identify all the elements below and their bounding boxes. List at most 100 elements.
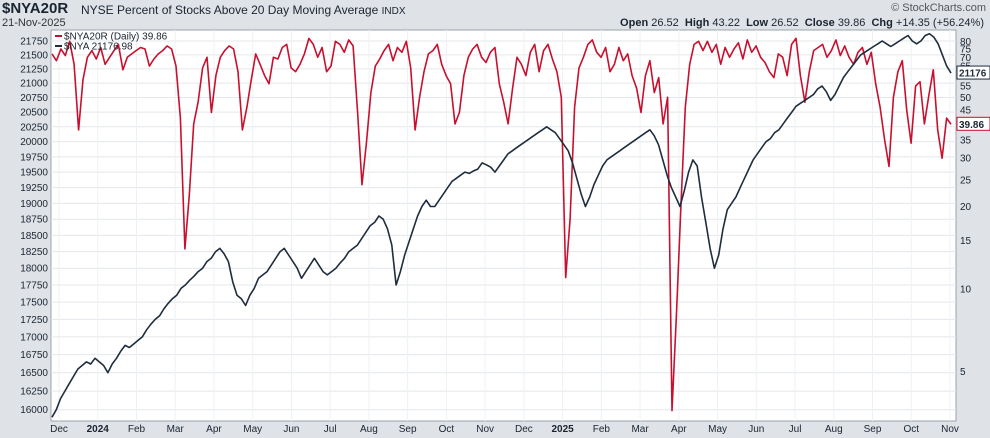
series-lines [51, 32, 952, 418]
left-tick-label: 19250 [20, 183, 48, 194]
right-tick-label: 10 [960, 284, 972, 295]
left-tick-label: 16000 [20, 405, 48, 416]
left-tick-label: 16750 [20, 350, 48, 361]
left-tick-label: 20500 [20, 108, 48, 119]
left-tick-label: 21000 [20, 79, 48, 90]
left-tick-label: 21500 [20, 50, 48, 61]
right-tick-label: 5 [960, 367, 966, 378]
low-label: Low [746, 17, 769, 29]
right-tick-label: 30 [960, 154, 972, 165]
left-tick-label: 18500 [20, 231, 48, 242]
x-tick-label: 2025 [551, 424, 574, 435]
open-value: 26.52 [651, 17, 679, 29]
left-tick-label: 16500 [20, 368, 48, 379]
x-tick-label: Sep [399, 424, 417, 435]
right-tick-label: 75 [960, 45, 972, 56]
left-tick-label: 19500 [20, 168, 48, 179]
x-tick-label: Oct [903, 424, 919, 435]
low-value: 26.52 [771, 17, 799, 29]
x-tick-label: Mar [167, 424, 185, 435]
right-tick-label: 20 [960, 202, 972, 213]
left-tick-label: 17000 [20, 332, 48, 343]
last-value-tags: 21176 39.86 [956, 65, 990, 131]
chg-value: +14.35 (+56.24%) [895, 17, 984, 29]
chart-header: $NYA20R NYSE Percent of Stocks Above 20 … [0, 0, 990, 30]
x-tick-label: Dec [515, 424, 533, 435]
x-tick-label: Jun [283, 424, 299, 435]
right-tick-label: 55 [960, 81, 972, 92]
x-tick-label: Mar [631, 424, 649, 435]
x-tick-label: Sep [864, 424, 882, 435]
ohlc-readout: Open 26.52 High 43.22 Low 26.52 Close 39… [620, 17, 984, 29]
right-tick-label: 50 [960, 93, 972, 104]
high-value: 43.22 [712, 17, 740, 29]
series-line-nya20r [51, 37, 952, 412]
left-tick-label: 20250 [20, 122, 48, 133]
legend-nya-value: 21176.98 [92, 42, 133, 53]
right-axis: 5101520253035404550556065707580 [960, 37, 972, 378]
legend-nya20r-name: $NYA20R (Daily) [64, 32, 139, 43]
legend-nya20r-value: 39.86 [142, 32, 167, 43]
left-tick-label: 16250 [20, 387, 48, 398]
grid-lines [51, 30, 956, 421]
high-label: High [684, 17, 710, 29]
right-tick-label: 80 [960, 37, 972, 48]
last-value-tag-nya20r [956, 116, 990, 131]
description-text: NYSE Percent of Stocks Above 20 Day Movi… [81, 3, 379, 17]
x-tick-label: Dec [50, 424, 68, 435]
x-tick-label: Aug [825, 424, 843, 435]
last-value-nya: 21176 [959, 69, 987, 80]
x-tick-label: Jul [789, 424, 802, 435]
x-tick-label: Jun [748, 424, 764, 435]
exchange-label: INDX [381, 6, 406, 17]
left-tick-label: 20000 [20, 137, 48, 148]
right-tick-label: 70 [960, 53, 972, 64]
left-tick-label: 19000 [20, 199, 48, 210]
x-tick-label: 2024 [87, 424, 110, 435]
close-value: 39.86 [837, 17, 866, 29]
right-tick-label: 25 [960, 175, 972, 186]
left-tick-label: 17750 [20, 281, 48, 292]
x-tick-label: Apr [206, 424, 222, 435]
right-tick-label: 35 [960, 135, 972, 146]
brand-logo: © StockCharts.com [891, 2, 986, 14]
x-tick-label: Nov [476, 424, 494, 435]
left-tick-label: 21750 [20, 36, 48, 47]
legend-nya20r-label: $NYA20R (Daily) 39.86 [64, 32, 168, 43]
left-tick-label: 18250 [20, 247, 48, 258]
x-tick-label: May [243, 424, 262, 435]
close-label: Close [804, 17, 835, 29]
x-tick-label: Feb [128, 424, 146, 435]
x-axis: Dec 2024 Feb Mar Apr May Jun Jul Aug Sep Oct Nov Dec… [50, 424, 959, 435]
left-tick-label: 17250 [20, 315, 48, 326]
series-line-nya [51, 32, 952, 418]
chart-date: 21-Nov-2025 [2, 17, 66, 29]
open-label: Open [620, 17, 649, 29]
legend-nya-label: $NYA 21176.98 [64, 42, 133, 53]
last-value-tag-nya [956, 65, 990, 80]
left-tick-label: 18000 [20, 264, 48, 275]
legend-nya-name: $NYA [64, 42, 90, 53]
symbol-description: NYSE Percent of Stocks Above 20 Day Movi… [81, 3, 406, 17]
legend: $NYA20R (Daily) 39.86 $NYA 21176.98 [55, 32, 168, 53]
left-tick-label: 21250 [20, 64, 48, 75]
left-tick-label: 17500 [20, 298, 48, 309]
x-tick-label: Apr [671, 424, 687, 435]
x-tick-label: May [708, 424, 727, 435]
x-tick-label: Jul [324, 424, 337, 435]
last-value-nya20r: 39.86 [959, 120, 984, 131]
right-tick-label: 15 [960, 236, 972, 247]
x-tick-label: Feb [593, 424, 611, 435]
chg-label: Chg [871, 17, 893, 29]
left-tick-label: 19750 [20, 152, 48, 163]
x-tick-label: Nov [941, 424, 959, 435]
symbol-title: $NYA20R [2, 0, 69, 17]
left-axis: 16000 16250 16500 16750 17000 17250 17500 17750… [20, 36, 48, 416]
left-tick-label: 18750 [20, 215, 48, 226]
right-tick-label: 45 [960, 105, 972, 116]
left-tick-label: 20750 [20, 93, 48, 104]
x-tick-label: Aug [360, 424, 378, 435]
x-tick-label: Oct [439, 424, 455, 435]
